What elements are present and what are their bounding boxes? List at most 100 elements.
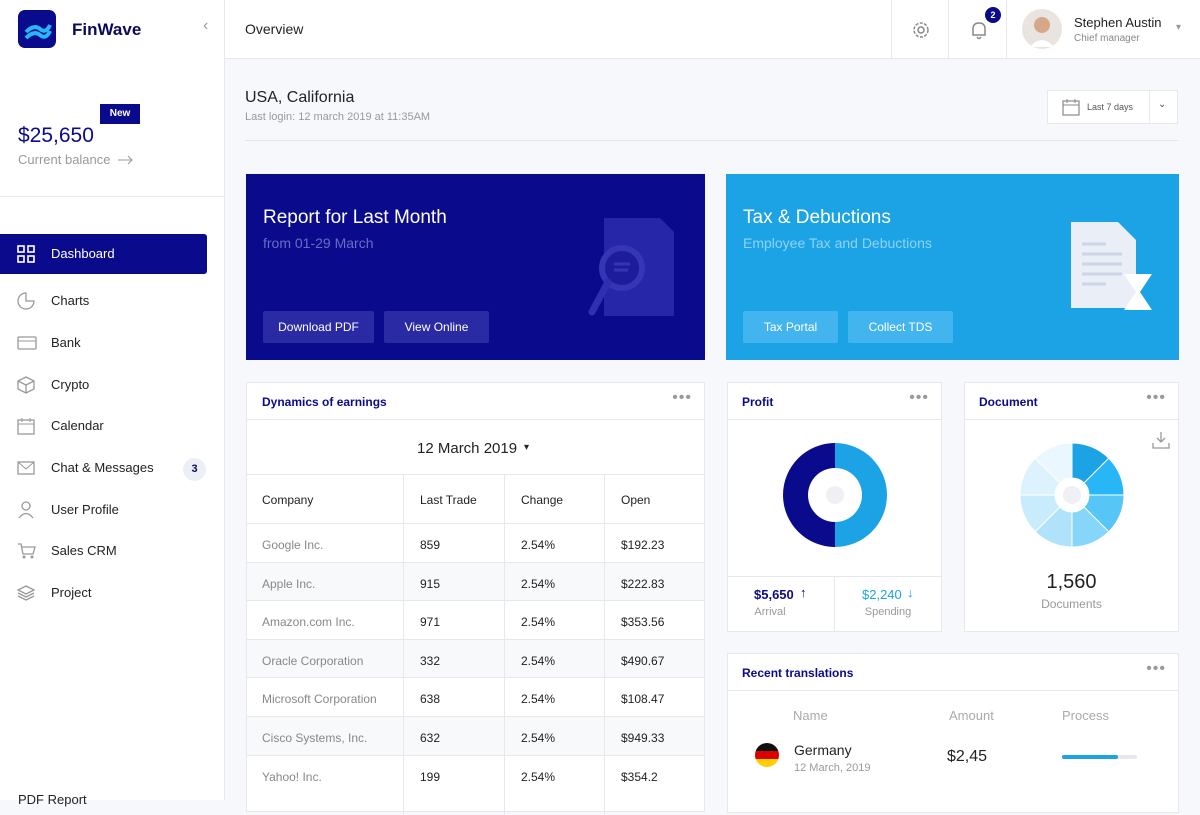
menu-item[interactable]: Crypto bbox=[0, 365, 207, 405]
stat-value: $2,240 bbox=[862, 587, 902, 602]
tax-card: Tax & Debuctions Employee Tax and Debuct… bbox=[726, 174, 1179, 360]
col-line bbox=[604, 475, 605, 815]
menu-item[interactable]: Sales CRM bbox=[0, 531, 207, 571]
table-cell: $108.47 bbox=[621, 692, 665, 707]
divider bbox=[1149, 91, 1150, 123]
table-date[interactable]: 12 March 2019 bbox=[417, 440, 518, 457]
button[interactable]: Download PDF bbox=[263, 311, 374, 343]
balance: $25,650 bbox=[18, 124, 94, 147]
brand-name: FinWave bbox=[72, 20, 142, 39]
table-cell: Oracle Corporation bbox=[262, 653, 364, 668]
icon bbox=[17, 245, 35, 263]
card-title: Report for Last Month bbox=[263, 207, 447, 228]
panel-title: Document bbox=[979, 395, 1038, 409]
segment bbox=[1034, 442, 1073, 484]
table-row: Apple Inc. 915 2.54% $222.83 bbox=[247, 561, 704, 602]
center-dot bbox=[1063, 486, 1081, 504]
profit-panel: Profit ••• $5,650 ↑ Arrival $2,240 ↓ Spen… bbox=[727, 382, 942, 632]
menu-badge: 3 bbox=[183, 458, 206, 481]
document-label: Documents bbox=[1041, 597, 1102, 611]
location-subtitle: Last login: 12 march 2019 at 11:35AM bbox=[245, 111, 431, 123]
divider bbox=[245, 140, 1178, 141]
menu-item[interactable]: User Profile bbox=[0, 490, 207, 530]
user-menu[interactable]: ▾ bbox=[1176, 22, 1182, 33]
divider bbox=[834, 576, 835, 632]
icon bbox=[18, 543, 36, 559]
column-header: Name bbox=[793, 708, 828, 723]
menu-label: Chat & Messages bbox=[51, 460, 154, 475]
stat-value: $5,650 bbox=[754, 587, 794, 602]
more[interactable]: ••• bbox=[1146, 660, 1166, 677]
more[interactable]: ••• bbox=[1146, 389, 1166, 406]
divider bbox=[728, 419, 941, 420]
menu-item[interactable]: Bank bbox=[0, 323, 207, 363]
notifications[interactable] bbox=[968, 19, 990, 41]
report-card: Report for Last Month from 01-29 March D… bbox=[246, 174, 705, 360]
segment bbox=[835, 443, 887, 547]
caret: ⌄ bbox=[1158, 99, 1167, 110]
amount: $2,45 bbox=[947, 748, 988, 765]
table-cell: 332 bbox=[420, 653, 441, 668]
avatar[interactable] bbox=[1022, 9, 1062, 49]
col-line bbox=[403, 475, 404, 815]
menu-item[interactable]: Chat & Messages bbox=[0, 448, 207, 488]
tax-icon bbox=[1071, 222, 1152, 310]
center-dot bbox=[826, 486, 844, 504]
table-cell: $949.33 bbox=[621, 731, 665, 745]
download[interactable] bbox=[1152, 431, 1170, 449]
menu-label: Charts bbox=[51, 293, 90, 308]
collapse[interactable]: ‹ bbox=[203, 17, 209, 34]
button[interactable]: Collect TDS bbox=[848, 311, 953, 343]
card-title: Tax & Debuctions bbox=[743, 207, 891, 228]
caret: ▾ bbox=[524, 442, 530, 453]
menu-item[interactable]: Dashboard bbox=[0, 234, 207, 274]
icon bbox=[17, 336, 37, 350]
button[interactable]: View Online bbox=[384, 311, 489, 343]
progress-track bbox=[1062, 755, 1137, 759]
menu-label: Project bbox=[51, 585, 92, 600]
menu-item[interactable]: Project bbox=[0, 573, 207, 613]
date: 12 March, 2019 bbox=[794, 762, 871, 774]
user-name: Stephen Austin bbox=[1074, 15, 1162, 30]
logo[interactable] bbox=[18, 10, 56, 48]
panel-title: Dynamics of earnings bbox=[262, 395, 387, 409]
segment bbox=[783, 443, 835, 547]
table-cell: 638 bbox=[420, 692, 441, 707]
date-range[interactable]: Last 7 days ⌄ bbox=[1047, 90, 1178, 124]
table-cell: 632 bbox=[420, 731, 441, 745]
up-arrow: ↑ bbox=[800, 585, 807, 600]
settings[interactable] bbox=[910, 19, 932, 41]
menu-item[interactable]: Charts bbox=[0, 281, 207, 321]
stat-label: Arrival bbox=[754, 606, 786, 618]
more[interactable]: ••• bbox=[672, 389, 692, 406]
location-title: USA, California bbox=[245, 89, 355, 106]
menu-label: User Profile bbox=[51, 502, 119, 517]
table-cell: $353.56 bbox=[621, 615, 665, 630]
table-cell: 2.54% bbox=[521, 538, 556, 552]
table-cell: 2.54% bbox=[521, 769, 556, 784]
table-cell: $354.2 bbox=[621, 769, 658, 784]
column-header: Company bbox=[262, 493, 314, 507]
table-row: Cisco Systems, Inc. 632 2.54% $949.33 bbox=[247, 716, 704, 756]
flag bbox=[755, 743, 779, 767]
earnings-panel: Dynamics of earnings ••• 12 March 2019 ▾ … bbox=[246, 382, 705, 815]
icon bbox=[18, 501, 34, 519]
balance-label: Current balance bbox=[18, 152, 111, 167]
more[interactable]: ••• bbox=[909, 389, 929, 406]
date-range-label: Last 7 days bbox=[1087, 102, 1134, 112]
table-cell: 971 bbox=[420, 615, 441, 630]
col-line bbox=[504, 475, 505, 815]
table-row: Yahoo! Inc. 199 2.54% $354.2 bbox=[247, 754, 704, 795]
divider bbox=[0, 196, 224, 197]
divider bbox=[948, 0, 949, 58]
menu-label: Crypto bbox=[51, 377, 90, 392]
button[interactable]: Tax Portal bbox=[743, 311, 838, 343]
badge: New bbox=[100, 104, 140, 124]
table-cell: 199 bbox=[420, 769, 441, 784]
icon bbox=[17, 376, 35, 394]
column-header: Open bbox=[621, 493, 651, 507]
table-cell: Cisco Systems, Inc. bbox=[262, 731, 368, 745]
table-row: Amazon.com Inc. 971 2.54% $353.56 bbox=[247, 600, 704, 640]
menu-item[interactable]: Calendar bbox=[0, 406, 207, 446]
